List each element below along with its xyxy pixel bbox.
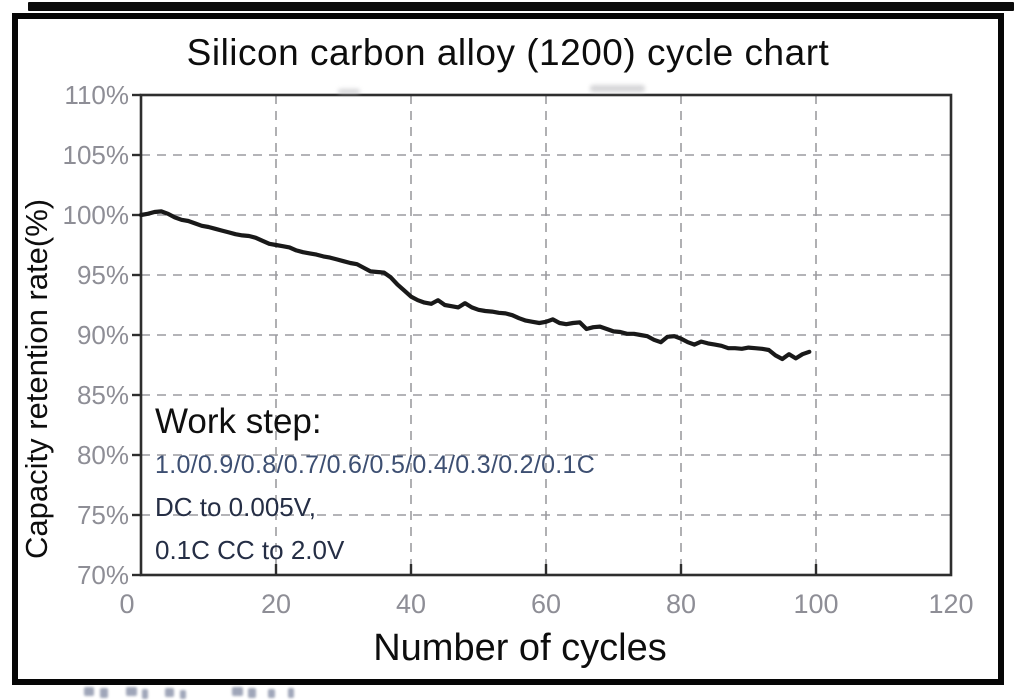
artifact-smudge	[165, 688, 174, 697]
chart-outer-frame	[12, 13, 1004, 685]
artifact-smudge	[248, 688, 256, 698]
top-border-artifact	[28, 2, 1014, 11]
x-tick-label: 60	[530, 589, 562, 619]
artifact-smudge	[288, 688, 294, 698]
artifact-smudge	[232, 687, 243, 696]
chart-title: Silicon carbon alloy (1200) cycle chart	[186, 32, 830, 73]
artifact-smudge	[142, 689, 148, 699]
y-tick-label: 100%	[62, 200, 130, 230]
annotation-discharge-condition: DC to 0.005V,	[155, 492, 316, 522]
artifact-smudge	[126, 687, 137, 696]
x-tick-label: 80	[665, 589, 697, 619]
work-step-annotation: Work step: 1.0/0.9/0.8/0.7/0.6/0.5/0.4/0…	[155, 402, 675, 566]
x-axis-title: Number of cycles	[373, 627, 667, 669]
y-tick-label: 85%	[76, 380, 129, 410]
artifact-smudge	[590, 85, 645, 92]
annotation-rate-steps: 1.0/0.9/0.8/0.7/0.6/0.5/0.4/0.3/0.2/0.1C	[155, 451, 596, 479]
x-tick-label: 40	[395, 589, 427, 619]
annotation-heading: Work step:	[155, 402, 322, 441]
annotation-charge-condition: 0.1C CC to 2.0V	[155, 535, 345, 565]
y-tick-label: 95%	[76, 260, 129, 290]
artifact-smudge	[180, 690, 186, 699]
y-tick-label: 80%	[76, 440, 129, 470]
x-tick-label: 120	[928, 589, 974, 619]
x-tick-label: 20	[260, 589, 292, 619]
y-tick-label: 105%	[62, 140, 130, 170]
y-tick-label: 110%	[64, 80, 129, 110]
x-tick-label: 100	[793, 589, 839, 619]
x-tick-label: 0	[119, 589, 135, 619]
y-tick-label: 70%	[76, 560, 129, 590]
y-tick-label: 90%	[76, 320, 129, 350]
y-tick-label: 75%	[76, 500, 129, 530]
artifact-smudge	[338, 89, 360, 94]
artifact-smudge	[268, 689, 275, 698]
artifact-smudge	[100, 688, 108, 698]
y-axis-title: Capacity retention rate(%)	[19, 198, 54, 560]
artifact-smudge	[84, 687, 94, 696]
